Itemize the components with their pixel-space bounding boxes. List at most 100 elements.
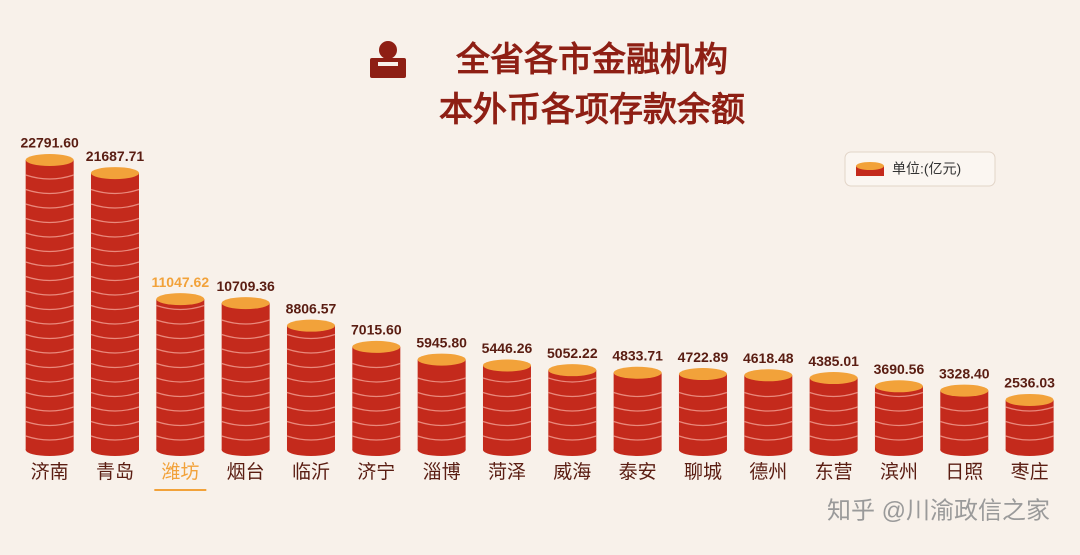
coin-top [1005, 393, 1054, 406]
coin-edge [874, 420, 924, 427]
bar [25, 160, 74, 450]
coin-top [156, 293, 205, 306]
coin-edge [25, 217, 74, 224]
coin-edge [417, 435, 466, 441]
x-tick-label: 济南 [31, 461, 69, 483]
coin-edge [352, 377, 401, 383]
coin-edge [156, 304, 205, 311]
value-label: 4722.89 [678, 349, 729, 365]
coin-edge [482, 435, 532, 441]
coin-edge [90, 232, 140, 238]
coin-edge [352, 435, 401, 441]
bar [678, 374, 727, 450]
coin-edge [90, 420, 140, 427]
coin-edge [90, 391, 140, 398]
coin-edge [548, 406, 597, 412]
coin-edge [221, 391, 270, 398]
coin-edge [156, 348, 205, 354]
coin-edge [482, 391, 532, 398]
value-label: 22791.60 [20, 135, 79, 151]
coin-top [352, 340, 401, 353]
x-tick-label: 菏泽 [488, 461, 526, 483]
coin-top [482, 359, 531, 372]
coin-edge [221, 362, 270, 369]
x-tick-label: 滨州 [880, 461, 918, 483]
x-tick-label: 临沂 [292, 461, 330, 483]
coin-edge [286, 420, 336, 427]
coin-edge [613, 420, 662, 427]
value-label: 21687.71 [86, 148, 145, 164]
coin-edge [156, 377, 205, 383]
coin-edge [90, 275, 140, 282]
coin-edge [90, 333, 140, 340]
bar [286, 325, 335, 450]
coin-edge [286, 333, 336, 340]
coin-edge [90, 261, 140, 267]
coin-edge [352, 406, 401, 412]
coin-edge [25, 377, 74, 383]
value-label: 10709.36 [216, 278, 275, 294]
value-label: 8806.57 [286, 300, 337, 316]
coin-edge [90, 290, 140, 296]
coin-edge [744, 406, 793, 412]
chart-title: 全省各市金融机构 [455, 40, 728, 79]
coin-top [286, 319, 335, 332]
coin-edge [744, 391, 793, 398]
coin-edge [90, 377, 140, 383]
coin-edge [417, 420, 466, 427]
coin-edge [25, 246, 74, 253]
coin-edge [613, 406, 662, 412]
coin-edge [744, 435, 793, 441]
coin-edge [940, 420, 989, 427]
chart-subtitle: 本外币各项存款余额 [439, 90, 745, 129]
bar [482, 365, 531, 450]
value-label: 2536.03 [1004, 375, 1055, 391]
coin-top [809, 372, 858, 385]
coin-edge [286, 406, 336, 412]
x-tick-label: 东营 [815, 461, 853, 483]
coin-edge [25, 348, 74, 354]
legend-coin-top [856, 162, 884, 170]
coin-edge [286, 391, 336, 398]
value-label: 3690.56 [874, 361, 925, 377]
x-tick-label: 潍坊 [161, 461, 199, 483]
coin-top [874, 380, 923, 393]
bar [809, 378, 858, 450]
value-label: 5052.22 [547, 345, 598, 361]
coin-edge [613, 391, 662, 398]
bar [221, 303, 270, 450]
coin-top [678, 368, 727, 381]
coin-top [613, 366, 662, 379]
coin-edge [156, 362, 205, 369]
x-tick-label: 枣庄 [1011, 461, 1049, 483]
bar [352, 346, 401, 450]
bar [90, 173, 139, 450]
bar [940, 390, 989, 450]
coin-edge [678, 420, 728, 427]
value-label: 5446.26 [482, 340, 533, 356]
value-label: 5945.80 [416, 334, 467, 350]
coin-edge [221, 377, 270, 383]
coin-edge [156, 319, 205, 325]
coin-edge [1005, 406, 1054, 412]
coin-edge [548, 420, 597, 427]
coin-edge [221, 333, 270, 340]
coin-edge [221, 319, 270, 325]
coin-edge [90, 246, 140, 253]
coin-edge [352, 391, 401, 398]
coin-edge [1005, 420, 1054, 427]
x-tick-label: 青岛 [96, 461, 134, 483]
coin-edge [25, 188, 74, 195]
legend: 单位:(亿元) [844, 151, 996, 187]
coin-edge [90, 304, 140, 311]
coin-edge [90, 406, 140, 412]
coin-edge [25, 435, 74, 441]
x-tick-label: 烟台 [227, 461, 265, 483]
coin-edge [156, 391, 205, 398]
coin-top [90, 167, 139, 180]
x-tick-label: 聊城 [684, 461, 722, 483]
coin-edge [90, 362, 140, 369]
legend-coin [856, 166, 884, 176]
